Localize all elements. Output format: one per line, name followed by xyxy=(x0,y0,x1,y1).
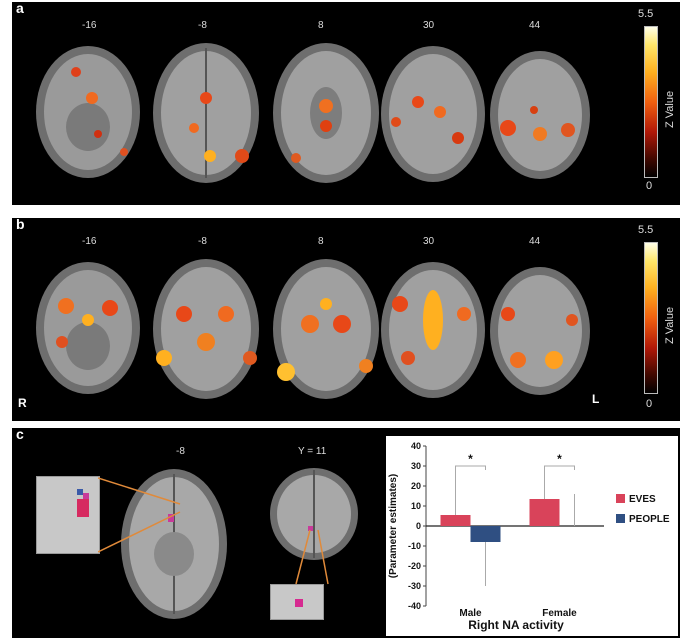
colorbar-title: Z Value xyxy=(664,90,676,128)
significance-star: * xyxy=(557,452,562,466)
brain-slice-b1 xyxy=(36,262,140,394)
y-tick-label: 40 xyxy=(411,441,421,451)
brain-slice-a4 xyxy=(381,46,485,182)
axial-slice-label: -8 xyxy=(176,446,185,457)
inset-connector-lines xyxy=(98,477,181,553)
bar xyxy=(529,499,560,526)
brain-slice-a5 xyxy=(490,51,590,179)
slice-label: 8 xyxy=(318,20,324,31)
legend-swatch xyxy=(616,514,625,523)
colorbar-min: 0 xyxy=(646,180,653,192)
slice-label: 44 xyxy=(529,236,541,247)
panel-a: a -16 -8 8 30 44 5.5 0 Z Value xyxy=(12,0,680,205)
colorbar xyxy=(644,26,658,178)
y-tick-label: 20 xyxy=(411,481,421,491)
legend-label: EVES xyxy=(629,494,656,505)
coronal-connector-lines xyxy=(295,529,329,585)
chart-legend: EVES PEOPLE xyxy=(616,494,670,525)
chart-axes: 40 30 20 10 0 -10 -20 -30 -40 Male Female xyxy=(408,441,604,619)
bar xyxy=(440,515,471,526)
bar-chart: 40 30 20 10 0 -10 -20 -30 -40 Male Female * * EVES P… xyxy=(386,436,678,636)
y-tick-label: -40 xyxy=(408,601,421,611)
axial-zoom-inset xyxy=(36,476,100,554)
colorbar xyxy=(644,242,658,394)
slice-label: 30 xyxy=(423,20,435,31)
y-tick-label: -20 xyxy=(408,561,421,571)
side-label-left: L xyxy=(592,392,600,406)
significance-bracket xyxy=(455,465,486,470)
y-tick-label: 10 xyxy=(411,501,421,511)
y-tick-label: 0 xyxy=(416,521,421,531)
x-tick-label: Female xyxy=(542,608,577,619)
chart-title: Right NA activity xyxy=(468,618,564,632)
significance-bracket xyxy=(544,465,575,470)
brain-slice-b5 xyxy=(490,267,590,395)
brain-slice-a3 xyxy=(273,43,379,183)
axial-brain-slice xyxy=(121,469,227,619)
slice-label: 8 xyxy=(318,236,324,247)
slice-label: -16 xyxy=(82,20,97,31)
coronal-brain-slice xyxy=(270,468,358,560)
colorbar-max: 5.5 xyxy=(638,224,654,236)
coronal-slice-label: Y = 11 xyxy=(298,446,327,457)
chart-ylabel: (Parameter estimates) xyxy=(388,474,399,579)
slice-label: -8 xyxy=(198,20,207,31)
slice-label: -8 xyxy=(198,236,207,247)
brain-slice-a1 xyxy=(36,46,140,178)
brain-slice-b4 xyxy=(381,262,485,398)
coronal-zoom-inset xyxy=(270,584,324,620)
legend-label: PEOPLE xyxy=(629,514,670,525)
side-label-right: R xyxy=(18,396,27,410)
colorbar-title: Z Value xyxy=(664,306,676,344)
colorbar-max: 5.5 xyxy=(638,8,654,20)
panel-letter-a: a xyxy=(16,0,24,16)
y-tick-label: -30 xyxy=(408,581,421,591)
panel-letter-c: c xyxy=(16,426,24,442)
chart-bars: * * xyxy=(440,452,575,586)
brain-slice-a2 xyxy=(153,43,259,183)
y-tick-label: 30 xyxy=(411,461,421,471)
legend-swatch xyxy=(616,494,625,503)
slice-label: 30 xyxy=(423,236,435,247)
x-tick-label: Male xyxy=(459,608,482,619)
slice-label: 44 xyxy=(529,20,541,31)
significance-star: * xyxy=(468,452,473,466)
bar xyxy=(470,526,501,542)
colorbar-min: 0 xyxy=(646,398,653,410)
brain-slice-b2 xyxy=(153,259,259,399)
panel-letter-b: b xyxy=(16,216,25,232)
y-tick-label: -10 xyxy=(408,541,421,551)
slice-label: -16 xyxy=(82,236,97,247)
panel-b: b -16 -8 8 30 44 R L 5.5 0 xyxy=(12,216,680,421)
brain-slice-b3 xyxy=(273,259,379,399)
